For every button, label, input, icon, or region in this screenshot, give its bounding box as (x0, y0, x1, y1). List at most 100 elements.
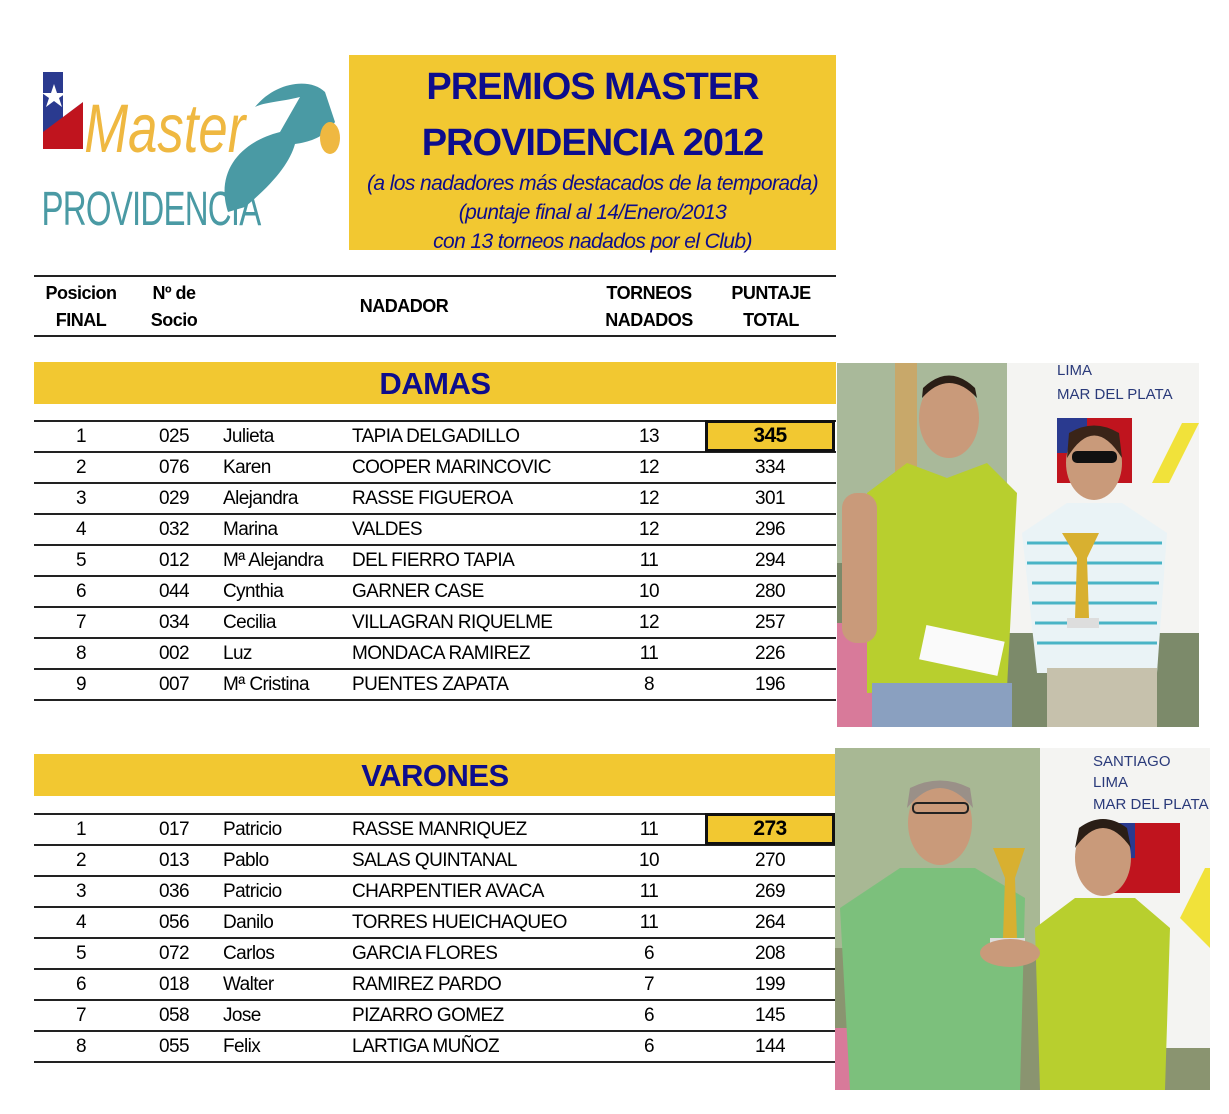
header-torneos: TORNEOS NADADOS (594, 280, 704, 334)
last-name: CHARPENTIER AVACA (352, 881, 544, 902)
puntaje-total-highlighted: 273 (705, 813, 835, 845)
position: 4 (76, 912, 87, 933)
banner-text-mar-del-plata: MAR DEL PLATA (1057, 386, 1173, 403)
position: 6 (76, 581, 87, 602)
position: 1 (76, 426, 87, 447)
puntaje-total: 145 (755, 1005, 786, 1026)
banner-text-lima: LIMA (1093, 774, 1128, 791)
torneos-count: 12 (639, 488, 660, 509)
socio-number: 036 (159, 881, 190, 902)
torneos-count: 8 (644, 674, 655, 695)
last-name: TORRES HUEICHAQUEO (352, 912, 567, 933)
column-header: Posicion FINAL Nº de Socio NADADOR TORNEOS… (34, 275, 836, 337)
header-socio-2: Socio (150, 310, 198, 330)
title-line-1: PREMIOS MASTER (426, 66, 759, 108)
socio-number: 044 (159, 581, 190, 602)
position: 7 (76, 1005, 87, 1026)
banner-text-santiago: SANTIAGO (1093, 753, 1171, 770)
puntaje-total: 301 (755, 488, 786, 509)
varones-table-row: 6 018 Walter RAMIREZ PARDO 7 199 (34, 970, 836, 1001)
torneos-count: 11 (639, 912, 659, 933)
torneos-count: 11 (639, 881, 659, 902)
position: 7 (76, 612, 87, 633)
first-name: Danilo (223, 912, 274, 933)
torneos-count: 10 (639, 850, 660, 871)
banner-text-mar-del-plata: MAR DEL PLATA (1093, 796, 1209, 813)
position: 9 (76, 674, 87, 695)
header-posicion: Posicion FINAL (34, 280, 128, 334)
last-name: VALDES (352, 519, 423, 540)
header-nadador: NADADOR (359, 296, 449, 316)
first-name: Cynthia (223, 581, 284, 602)
damas-table-row: 6 044 Cynthia GARNER CASE 10 280 (34, 577, 836, 608)
varones-section-title: VARONES (34, 754, 836, 796)
torneos-count: 6 (644, 1036, 655, 1057)
socio-number: 056 (159, 912, 190, 933)
varones-table: 1 017 Patricio RASSE MANRIQUEZ 11 273 2 013 Pabl… (34, 813, 836, 1063)
first-name: Mª Alejandra (223, 550, 324, 571)
socio-number: 007 (159, 674, 190, 695)
header-puntaje-2: TOTAL (743, 310, 799, 330)
header-socio-1: Nº de (152, 283, 196, 303)
puntaje-total: 280 (755, 581, 786, 602)
last-name: SALAS QUINTANAL (352, 850, 517, 871)
position: 2 (76, 457, 87, 478)
torneos-count: 7 (644, 974, 655, 995)
puntaje-total: 257 (755, 612, 786, 633)
socio-number: 017 (159, 819, 190, 840)
header-posicion-2: FINAL (55, 310, 107, 330)
header-torneos-2: NADADOS (605, 310, 693, 330)
puntaje-total: 294 (755, 550, 786, 571)
first-name: Patricio (223, 881, 282, 902)
position: 1 (76, 819, 87, 840)
banner-text-lima: LIMA (1057, 363, 1092, 379)
puntaje-total: 270 (755, 850, 786, 871)
socio-number: 072 (159, 943, 190, 964)
puntaje-total: 196 (755, 674, 786, 695)
damas-table-row: 3 029 Alejandra RASSE FIGUEROA 12 301 (34, 484, 836, 515)
last-name: PUENTES ZAPATA (352, 674, 509, 695)
torneos-count: 13 (639, 426, 660, 447)
damas-table-row: 1 025 Julieta TAPIA DELGADILLO 13 345 (34, 420, 836, 453)
last-name: MONDACA RAMIREZ (352, 643, 530, 664)
socio-number: 032 (159, 519, 190, 540)
puntaje-total: 208 (755, 943, 786, 964)
first-name: Karen (223, 457, 271, 478)
position: 2 (76, 850, 87, 871)
last-name: LARTIGA MUÑOZ (352, 1036, 500, 1057)
first-name: Patricio (223, 819, 282, 840)
puntaje-total: 144 (755, 1036, 786, 1057)
position: 3 (76, 488, 87, 509)
position: 5 (76, 943, 87, 964)
damas-winner-photo: LIMA MAR DEL PLATA (837, 363, 1199, 727)
position: 4 (76, 519, 87, 540)
last-name: RASSE FIGUEROA (352, 488, 513, 509)
last-name: VILLAGRAN RIQUELME (352, 612, 553, 633)
logo-master-text: Master (84, 91, 247, 167)
first-name: Luz (223, 643, 252, 664)
varones-table-row: 8 055 Felix LARTIGA MUÑOZ 6 144 (34, 1032, 836, 1063)
first-name: Mª Cristina (223, 674, 310, 695)
torneos-count: 12 (639, 612, 660, 633)
puntaje-total-highlighted: 345 (705, 420, 835, 452)
damas-table-row: 9 007 Mª Cristina PUENTES ZAPATA 8 196 (34, 670, 836, 701)
socio-number: 034 (159, 612, 190, 633)
varones-winner-photo: SANTIAGO LIMA MAR DEL PLATA (835, 748, 1210, 1090)
socio-number: 002 (159, 643, 190, 664)
damas-table-row: 2 076 Karen COOPER MARINCOVIC 12 334 (34, 453, 836, 484)
varones-table-row: 7 058 Jose PIZARRO GOMEZ 6 145 (34, 1001, 836, 1032)
varones-table-row: 4 056 Danilo TORRES HUEICHAQUEO 11 264 (34, 908, 836, 939)
socio-number: 013 (159, 850, 190, 871)
torneos-count: 6 (644, 943, 655, 964)
socio-number: 029 (159, 488, 190, 509)
damas-table-row: 5 012 Mª Alejandra DEL FIERRO TAPIA 11 294 (34, 546, 836, 577)
damas-table: 1 025 Julieta TAPIA DELGADILLO 13 345 2 076 Kare… (34, 420, 836, 701)
first-name: Cecilia (223, 612, 276, 633)
title-box: PREMIOS MASTER PROVIDENCIA 2012 (a los n… (349, 55, 836, 253)
position: 3 (76, 881, 87, 902)
header-puntaje: PUNTAJE TOTAL (716, 280, 826, 334)
first-name: Carlos (223, 943, 275, 964)
puntaje-total: 264 (755, 912, 786, 933)
puntaje-total: 334 (755, 457, 786, 478)
varones-table-row: 3 036 Patricio CHARPENTIER AVACA 11 269 (34, 877, 836, 908)
